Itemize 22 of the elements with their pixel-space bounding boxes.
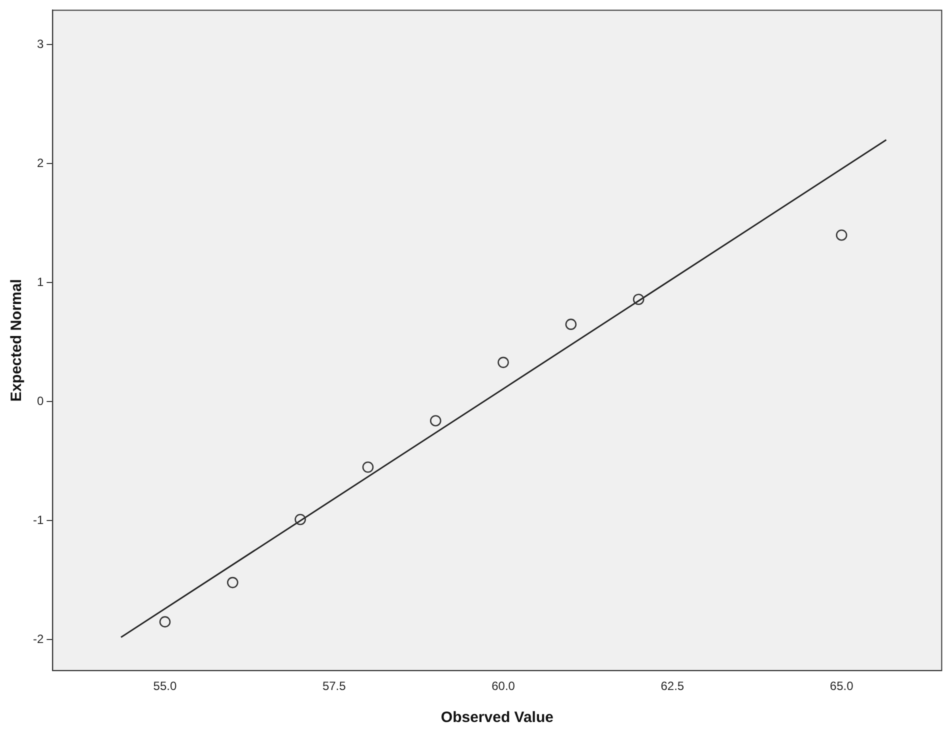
point xyxy=(159,616,171,628)
y-tick-label: 3 xyxy=(36,37,44,52)
y-tick-label: -1 xyxy=(33,512,44,527)
y-tick-label: -2 xyxy=(33,632,44,646)
y-tick-label: 0 xyxy=(36,394,44,408)
x-tick-label: 60.0 xyxy=(492,679,516,694)
point xyxy=(836,229,848,241)
point xyxy=(294,514,306,526)
point xyxy=(632,294,644,305)
x-axis-title: Observed Value xyxy=(440,709,554,726)
x-tick-label: 55.0 xyxy=(153,679,177,694)
x-tick-label: 57.5 xyxy=(322,679,346,694)
x-tick-label: 65.0 xyxy=(830,679,854,694)
point xyxy=(226,576,238,588)
x-tick-label: 62.5 xyxy=(660,679,684,694)
point xyxy=(565,318,577,330)
y-tick-label: 2 xyxy=(36,156,44,170)
point xyxy=(430,415,442,426)
point xyxy=(362,461,374,473)
y-tick-label: 1 xyxy=(36,275,44,289)
point xyxy=(498,356,509,368)
y-axis-title: Expected Normal xyxy=(8,279,26,402)
